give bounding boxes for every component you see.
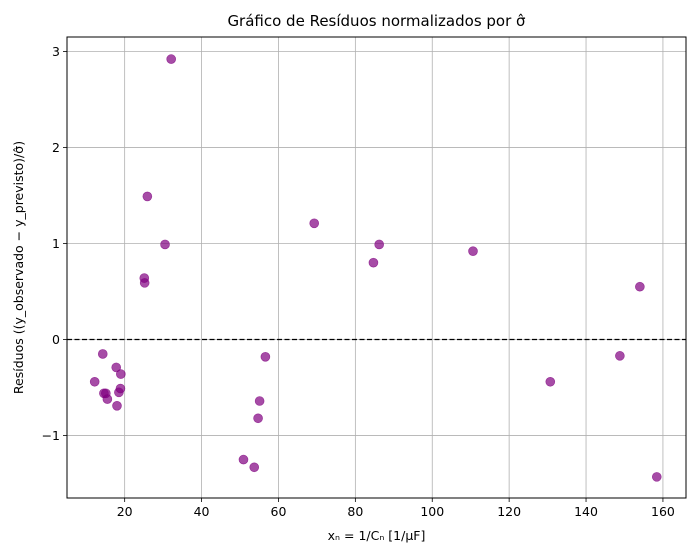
- y-tick-label: 3: [52, 44, 60, 59]
- data-point: [374, 239, 384, 250]
- y-tick-label: 1: [52, 236, 60, 251]
- data-point: [142, 191, 153, 202]
- y-tick-label: 2: [52, 140, 60, 155]
- data-point: [166, 54, 176, 64]
- data-point: [615, 351, 625, 361]
- y-axis-label: Resíduos ((y_observado − y_previsto)/σ̂): [11, 141, 26, 394]
- data-point: [102, 394, 113, 404]
- x-tick-label: 160: [651, 504, 675, 519]
- data-point: [115, 383, 126, 394]
- data-point: [249, 462, 260, 473]
- y-tick-label: −1: [42, 428, 60, 443]
- data-point: [545, 376, 556, 387]
- x-axis-ticks: 20 40 60 80 100 120 140 160: [117, 498, 675, 519]
- x-tick-label: 40: [194, 504, 210, 519]
- x-tick-label: 80: [347, 504, 363, 519]
- data-point: [139, 278, 150, 288]
- data-point: [254, 396, 265, 406]
- plot-frame: [66, 36, 687, 499]
- data-point: [89, 376, 100, 387]
- data-point: [635, 281, 645, 292]
- data-point: [651, 472, 662, 482]
- data-point: [468, 246, 478, 256]
- x-tick-label: 140: [574, 504, 598, 519]
- chart-title: Gráfico de Resíduos normalizados por σ̂: [227, 12, 526, 30]
- y-axis-ticks: −1 0 1 2 3: [42, 44, 67, 443]
- x-tick-label: 20: [117, 504, 133, 519]
- y-tick-label: 0: [52, 332, 60, 347]
- grid-lines: [67, 37, 686, 498]
- data-point: [368, 257, 379, 268]
- data-point: [309, 218, 320, 229]
- x-tick-label: 60: [271, 504, 287, 519]
- x-tick-label: 100: [420, 504, 444, 519]
- data-point: [260, 352, 271, 362]
- x-tick-label: 120: [497, 504, 521, 519]
- data-points: [89, 54, 662, 482]
- x-axis-label: xₙ = 1/Cₙ [1/μF]: [328, 528, 426, 543]
- data-point: [116, 369, 126, 379]
- data-point: [97, 349, 108, 359]
- data-point: [253, 413, 263, 424]
- data-point: [160, 239, 170, 250]
- data-point: [111, 362, 122, 373]
- data-point: [238, 454, 249, 465]
- data-point: [112, 400, 122, 411]
